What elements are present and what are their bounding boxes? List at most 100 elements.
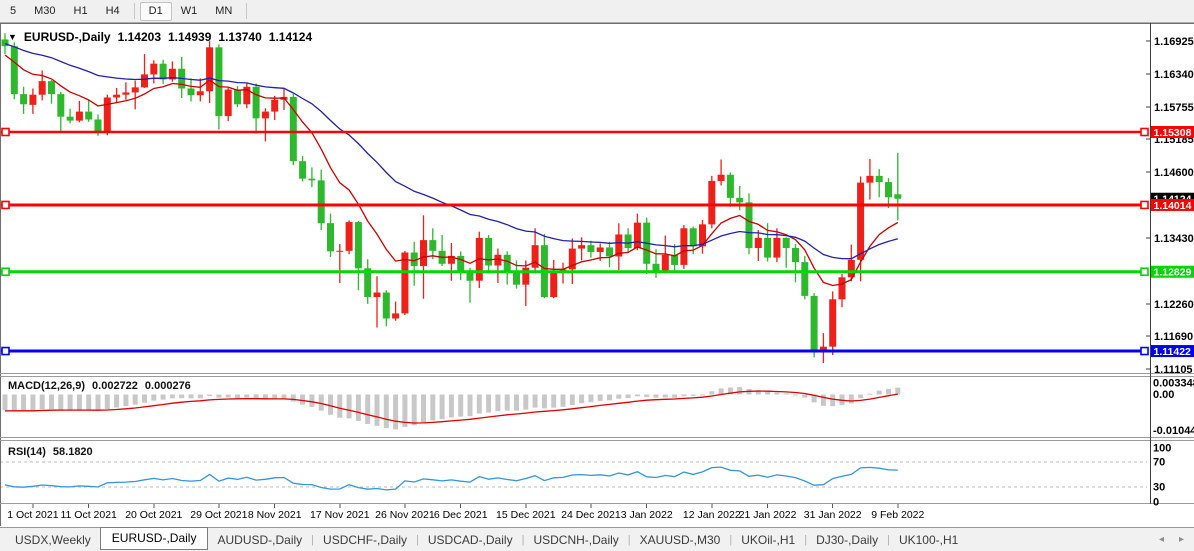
tab-separator: | — [804, 533, 808, 546]
price-tick-label: 1.12260 — [1154, 299, 1194, 311]
price-tick-label: 1.11690 — [1154, 331, 1193, 343]
chart-tab-dj30-daily[interactable]: DJ30-,Daily — [816, 532, 879, 547]
tabs-scroll-right-icon[interactable]: ▸ — [1178, 534, 1184, 545]
chart-symbol-period: EURUSD-,Daily — [23, 30, 111, 44]
tab-separator: | — [311, 533, 315, 546]
price-tick-label: 1.16925 — [1154, 36, 1194, 48]
chart-tab-bar: USDX,Weekly EURUSD-,Daily AUDUSD-,Daily | US… — [0, 527, 1194, 551]
chart-tab-usdchf-daily[interactable]: USDCHF-,Daily — [323, 532, 408, 547]
chart-tab-eurusd-daily[interactable]: EURUSD-,Daily — [99, 527, 209, 550]
tabs-scroll-left-icon[interactable]: ◂ — [1158, 534, 1164, 545]
rsi-name: RSI(14) — [8, 446, 46, 458]
macd-axis-label: 0.003348 — [1153, 377, 1194, 389]
chevron-down-icon[interactable]: ▼ — [8, 31, 17, 42]
hline-handle[interactable] — [1, 267, 10, 277]
timeframe-button-h4[interactable]: H4 — [105, 4, 120, 17]
date-tick-label: 20 Oct 2021 — [125, 509, 182, 521]
rsi-axis-label: 70 — [1153, 457, 1165, 469]
ma-slow-line — [4, 42, 898, 260]
hline-price-badge-text: 1.15308 — [1154, 127, 1192, 139]
ohlc-open: 1.14203 — [117, 30, 161, 44]
chart-tab-usdcnh-daily[interactable]: USDCNH-,Daily — [533, 532, 619, 547]
hline-handle[interactable] — [1140, 127, 1149, 137]
macd-axis-label: 0.00 — [1153, 389, 1174, 401]
toolbar-separator — [133, 3, 135, 19]
price-tick-label: 1.14600 — [1154, 167, 1194, 179]
chart-tab-usdx-weekly[interactable]: USDX,Weekly — [15, 532, 91, 547]
macd-signal-line — [4, 390, 898, 424]
chart-tab-xauusd-m30[interactable]: XAUUSD-,M30 — [639, 532, 721, 547]
chart-tab-usdcad-daily[interactable]: USDCAD-,Daily — [427, 532, 513, 547]
date-axis[interactable]: 1 Oct 2021 11 Oct 2021 20 Oct 2021 29 Oct 2… — [7, 504, 925, 521]
timeframe-button-d1[interactable]: D1 — [139, 1, 172, 21]
candlestick-layer — [1, 33, 902, 364]
macd-value: 0.002722 — [92, 380, 138, 392]
ohlc-low: 1.13740 — [218, 30, 262, 44]
hline-handle[interactable] — [1, 200, 10, 210]
date-tick-label: 9 Feb 2022 — [871, 509, 924, 521]
timeframe-button-h1[interactable]: H1 — [73, 4, 88, 17]
tab-separator: | — [416, 533, 419, 546]
ma-fast-line — [4, 54, 899, 287]
chart-window: 1.16925 1.16340 1.15755 1.15185 1.14600 1.134… — [0, 23, 1194, 527]
hline-handle[interactable] — [1140, 346, 1149, 356]
chart-tab-uk100-h1[interactable]: UK100-,H1 — [898, 532, 959, 547]
hline-handle[interactable] — [1, 127, 10, 137]
hline-handle[interactable] — [1, 346, 10, 356]
rsi-indicator-label: RSI(14) 58.1820 — [8, 446, 93, 458]
chart-tab-audusd-daily[interactable]: AUDUSD-,Daily — [217, 532, 303, 547]
date-tick-label: 21 Jan 2022 — [739, 509, 797, 521]
timeframe-button-m30[interactable]: M30 — [34, 4, 56, 17]
timeframe-button-w1[interactable]: W1 — [180, 4, 198, 17]
date-tick-label: 1 Oct 2021 — [7, 509, 59, 521]
date-tick-label: 15 Dec 2021 — [496, 509, 556, 521]
macd-axis-label: -0.01044 — [1153, 425, 1194, 437]
date-tick-label: 6 Dec 2021 — [434, 509, 488, 521]
date-tick-label: 11 Oct 2021 — [60, 509, 117, 521]
ohlc-close: 1.14124 — [268, 30, 313, 44]
hline-handle[interactable] — [1140, 267, 1149, 277]
hline-price-badge-text: 1.14014 — [1154, 200, 1192, 212]
tab-separator: | — [521, 533, 525, 546]
ohlc-high: 1.14939 — [168, 30, 212, 44]
chart-canvas[interactable]: 1.169251.163401.157551.151851.146001.134… — [0, 23, 1194, 527]
rsi-axis-label: 100 — [1153, 443, 1171, 455]
rsi-axis-label: 0 — [1153, 497, 1159, 509]
timeframe-toolbar: 5 M30 H1 H4 D1 W1 MN — [0, 0, 1194, 23]
date-tick-label: 17 Nov 2021 — [310, 509, 370, 521]
rsi-line — [4, 466, 898, 491]
date-tick-label: 29 Oct 2021 — [190, 509, 247, 521]
macd-signal-value: 0.000276 — [144, 380, 191, 392]
hline-price-badge — [1151, 345, 1194, 358]
chart-title: ▼ EURUSD-,Daily 1.14203 1.14939 1.13740 … — [8, 30, 312, 44]
horizontal-lines-layer — [0, 127, 1149, 356]
tab-separator: | — [729, 533, 733, 546]
pane-borders — [0, 23, 1194, 526]
chart-tab-ukoil-h1[interactable]: UKOil-,H1 — [741, 532, 796, 547]
hline-price-badge-text: 1.11422 — [1154, 346, 1192, 358]
date-tick-label: 24 Dec 2021 — [561, 509, 621, 521]
date-tick-label: 8 Nov 2021 — [248, 509, 302, 521]
macd-name: MACD(12,26,9) — [8, 380, 86, 392]
price-tick-label: 1.13430 — [1154, 233, 1194, 245]
indicator-axis-labels: 0.0033480.00 -0.01044 100 70 30 0 — [1153, 377, 1194, 508]
hline-handle[interactable] — [1140, 200, 1149, 210]
tab-separator: | — [887, 533, 890, 546]
price-axis[interactable]: 1.169251.163401.157551.151851.146001.134… — [1146, 36, 1194, 376]
price-tick-label: 1.16340 — [1154, 69, 1194, 81]
timeframe-button-5[interactable]: 5 — [10, 4, 17, 17]
hline-price-badge — [1151, 265, 1194, 278]
date-tick-label: 26 Nov 2021 — [375, 509, 435, 521]
tab-scroll-arrows: ◂ ▸ — [1159, 528, 1184, 551]
timeframe-button-mn[interactable]: MN — [215, 4, 233, 17]
hline-price-badge — [1151, 126, 1194, 138]
macd-pane-layer — [2, 387, 901, 430]
date-tick-label: 31 Jan 2022 — [804, 509, 862, 521]
price-tick-label: 1.15755 — [1154, 102, 1194, 114]
hline-price-badge-text: 1.12829 — [1154, 267, 1192, 279]
hline-price-badge — [1151, 198, 1194, 211]
rsi-axis-label: 30 — [1153, 482, 1165, 494]
macd-indicator-label: MACD(12,26,9) 0.002722 0.000276 — [8, 380, 191, 392]
price-tick-label: 1.11105 — [1154, 364, 1193, 376]
